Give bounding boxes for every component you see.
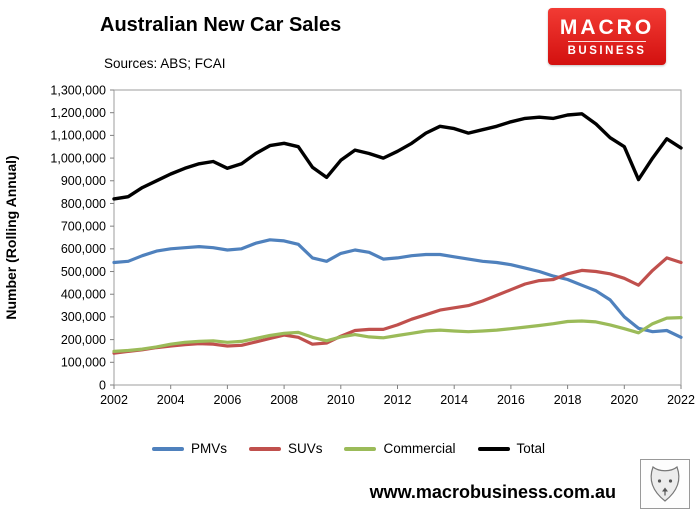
website-url: www.macrobusiness.com.au [369, 482, 616, 502]
x-tick-label: 2016 [497, 393, 525, 407]
y-axis-title: Number (Rolling Annual) [3, 155, 19, 319]
y-tick-label: 400,000 [61, 288, 106, 302]
wolf-logo [640, 459, 690, 509]
macrobusiness-logo-macro: MACRO [559, 15, 655, 39]
legend-item-total: Total [477, 441, 546, 456]
legend-swatch-pmvs [151, 446, 184, 451]
macrobusiness-logo: MACRO BUSINESS [548, 8, 666, 65]
x-tick-label: 2012 [384, 393, 412, 407]
page-title: Australian New Car Sales [100, 14, 342, 36]
series-line-total [112, 112, 683, 201]
series-line-pmvs [112, 238, 683, 339]
legend-label-commercial: Commercial [383, 441, 456, 456]
y-tick-label: 1,200,000 [50, 106, 106, 120]
y-tick-label: 500,000 [61, 265, 106, 279]
x-tick-label: 2004 [157, 393, 185, 407]
chart-sources: Sources: ABS; FCAI [104, 56, 226, 71]
y-tick-label: 1,300,000 [50, 84, 106, 97]
legend-item-suvs: SUVs [248, 441, 323, 456]
y-tick-label: 100,000 [61, 356, 106, 370]
x-tick-label: 2002 [100, 393, 128, 407]
line-chart: 0 100,000 200,000 300,000 400,000 500,000 600,… [3, 84, 695, 407]
legend-label-pmvs: PMVs [190, 441, 227, 456]
series-line-commercial [112, 316, 683, 353]
x-tick-label: 2008 [270, 393, 298, 407]
x-tick-label: 2020 [610, 393, 638, 407]
y-tick-label: 1,100,000 [50, 129, 106, 143]
y-tick-label: 300,000 [61, 310, 106, 324]
macrobusiness-logo-business: BUSINESS [567, 40, 647, 57]
x-tick-label: 2022 [667, 393, 695, 407]
legend-item-pmvs: PMVs [151, 441, 227, 456]
legend-swatch-total [477, 446, 510, 451]
series-line-suvs [112, 256, 683, 355]
x-tick-label: 2014 [440, 393, 468, 407]
y-tick-label: 800,000 [61, 197, 106, 211]
y-tick-label: 200,000 [61, 333, 106, 347]
chart-legend: PMVs SUVs Commercial Total [0, 441, 697, 456]
y-tick-label: 0 [99, 378, 106, 392]
y-tick-label: 1,000,000 [50, 151, 106, 165]
y-tick-label: 700,000 [61, 219, 106, 233]
y-tick-label: 600,000 [61, 242, 106, 256]
legend-label-total: Total [516, 441, 546, 456]
wolf-icon [650, 465, 680, 502]
x-tick-label: 2006 [213, 393, 241, 407]
y-tick-label: 900,000 [61, 174, 106, 188]
legend-swatch-commercial [344, 446, 377, 451]
legend-label-suvs: SUVs [287, 441, 323, 456]
x-tick-label: 2018 [554, 393, 582, 407]
legend-swatch-suvs [248, 446, 281, 451]
x-tick-label: 2010 [327, 393, 355, 407]
legend-item-commercial: Commercial [344, 441, 456, 456]
